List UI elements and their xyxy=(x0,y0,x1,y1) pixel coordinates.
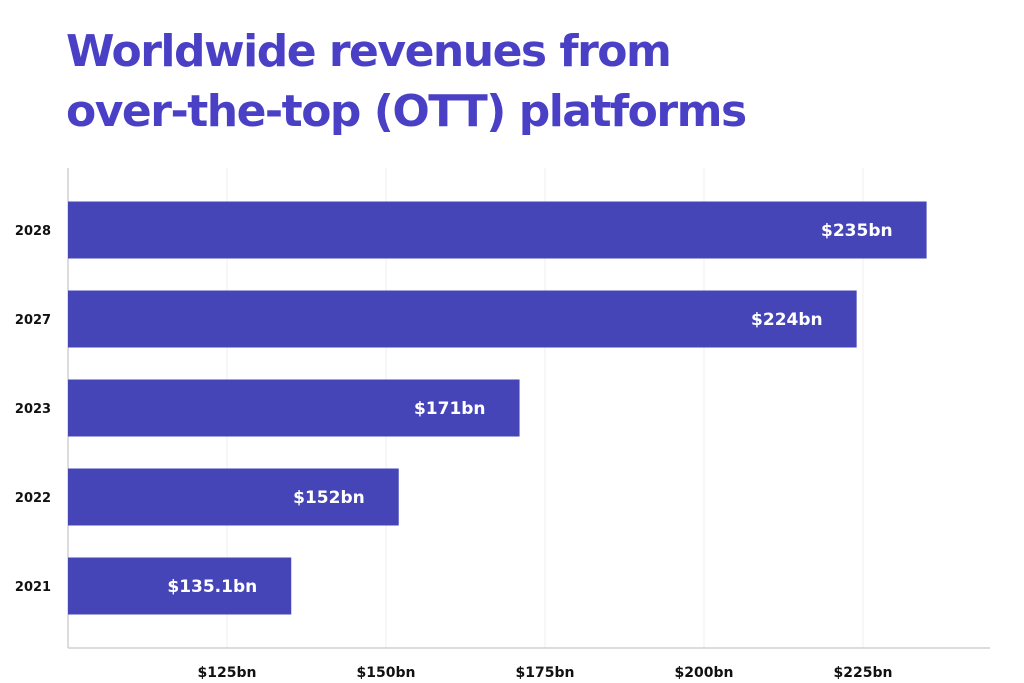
chart-title: Worldwide revenues from over-the-top (OT… xyxy=(66,22,747,142)
y-tick-label: 2028 xyxy=(15,224,51,239)
data-label-2027: $224bn xyxy=(751,310,823,330)
bar-2023 xyxy=(68,379,520,437)
data-label-2021: $135.1bn xyxy=(167,577,257,597)
y-tick-label: 2022 xyxy=(15,491,51,506)
data-label-2023: $171bn xyxy=(414,399,486,419)
y-tick-label: 2027 xyxy=(15,313,51,328)
bar-2027 xyxy=(68,290,857,348)
data-label-2022: $152bn xyxy=(293,488,365,508)
x-tick-label: $200bn xyxy=(675,665,734,681)
bar-2021 xyxy=(68,557,292,615)
x-tick-label: $150bn xyxy=(357,665,416,681)
y-tick-label: 2023 xyxy=(15,402,51,417)
bar-2022 xyxy=(68,468,399,526)
x-tick-label: $175bn xyxy=(516,665,575,681)
x-tick-label: $125bn xyxy=(198,665,257,681)
data-label-2028: $235bn xyxy=(821,221,893,241)
chart-title-line-2: over-the-top (OTT) platforms xyxy=(66,86,747,137)
y-tick-label: 2021 xyxy=(15,580,51,595)
x-tick-label: $225bn xyxy=(834,665,893,681)
bar-2028 xyxy=(68,201,927,259)
chart-title-line-1: Worldwide revenues from xyxy=(66,26,672,77)
